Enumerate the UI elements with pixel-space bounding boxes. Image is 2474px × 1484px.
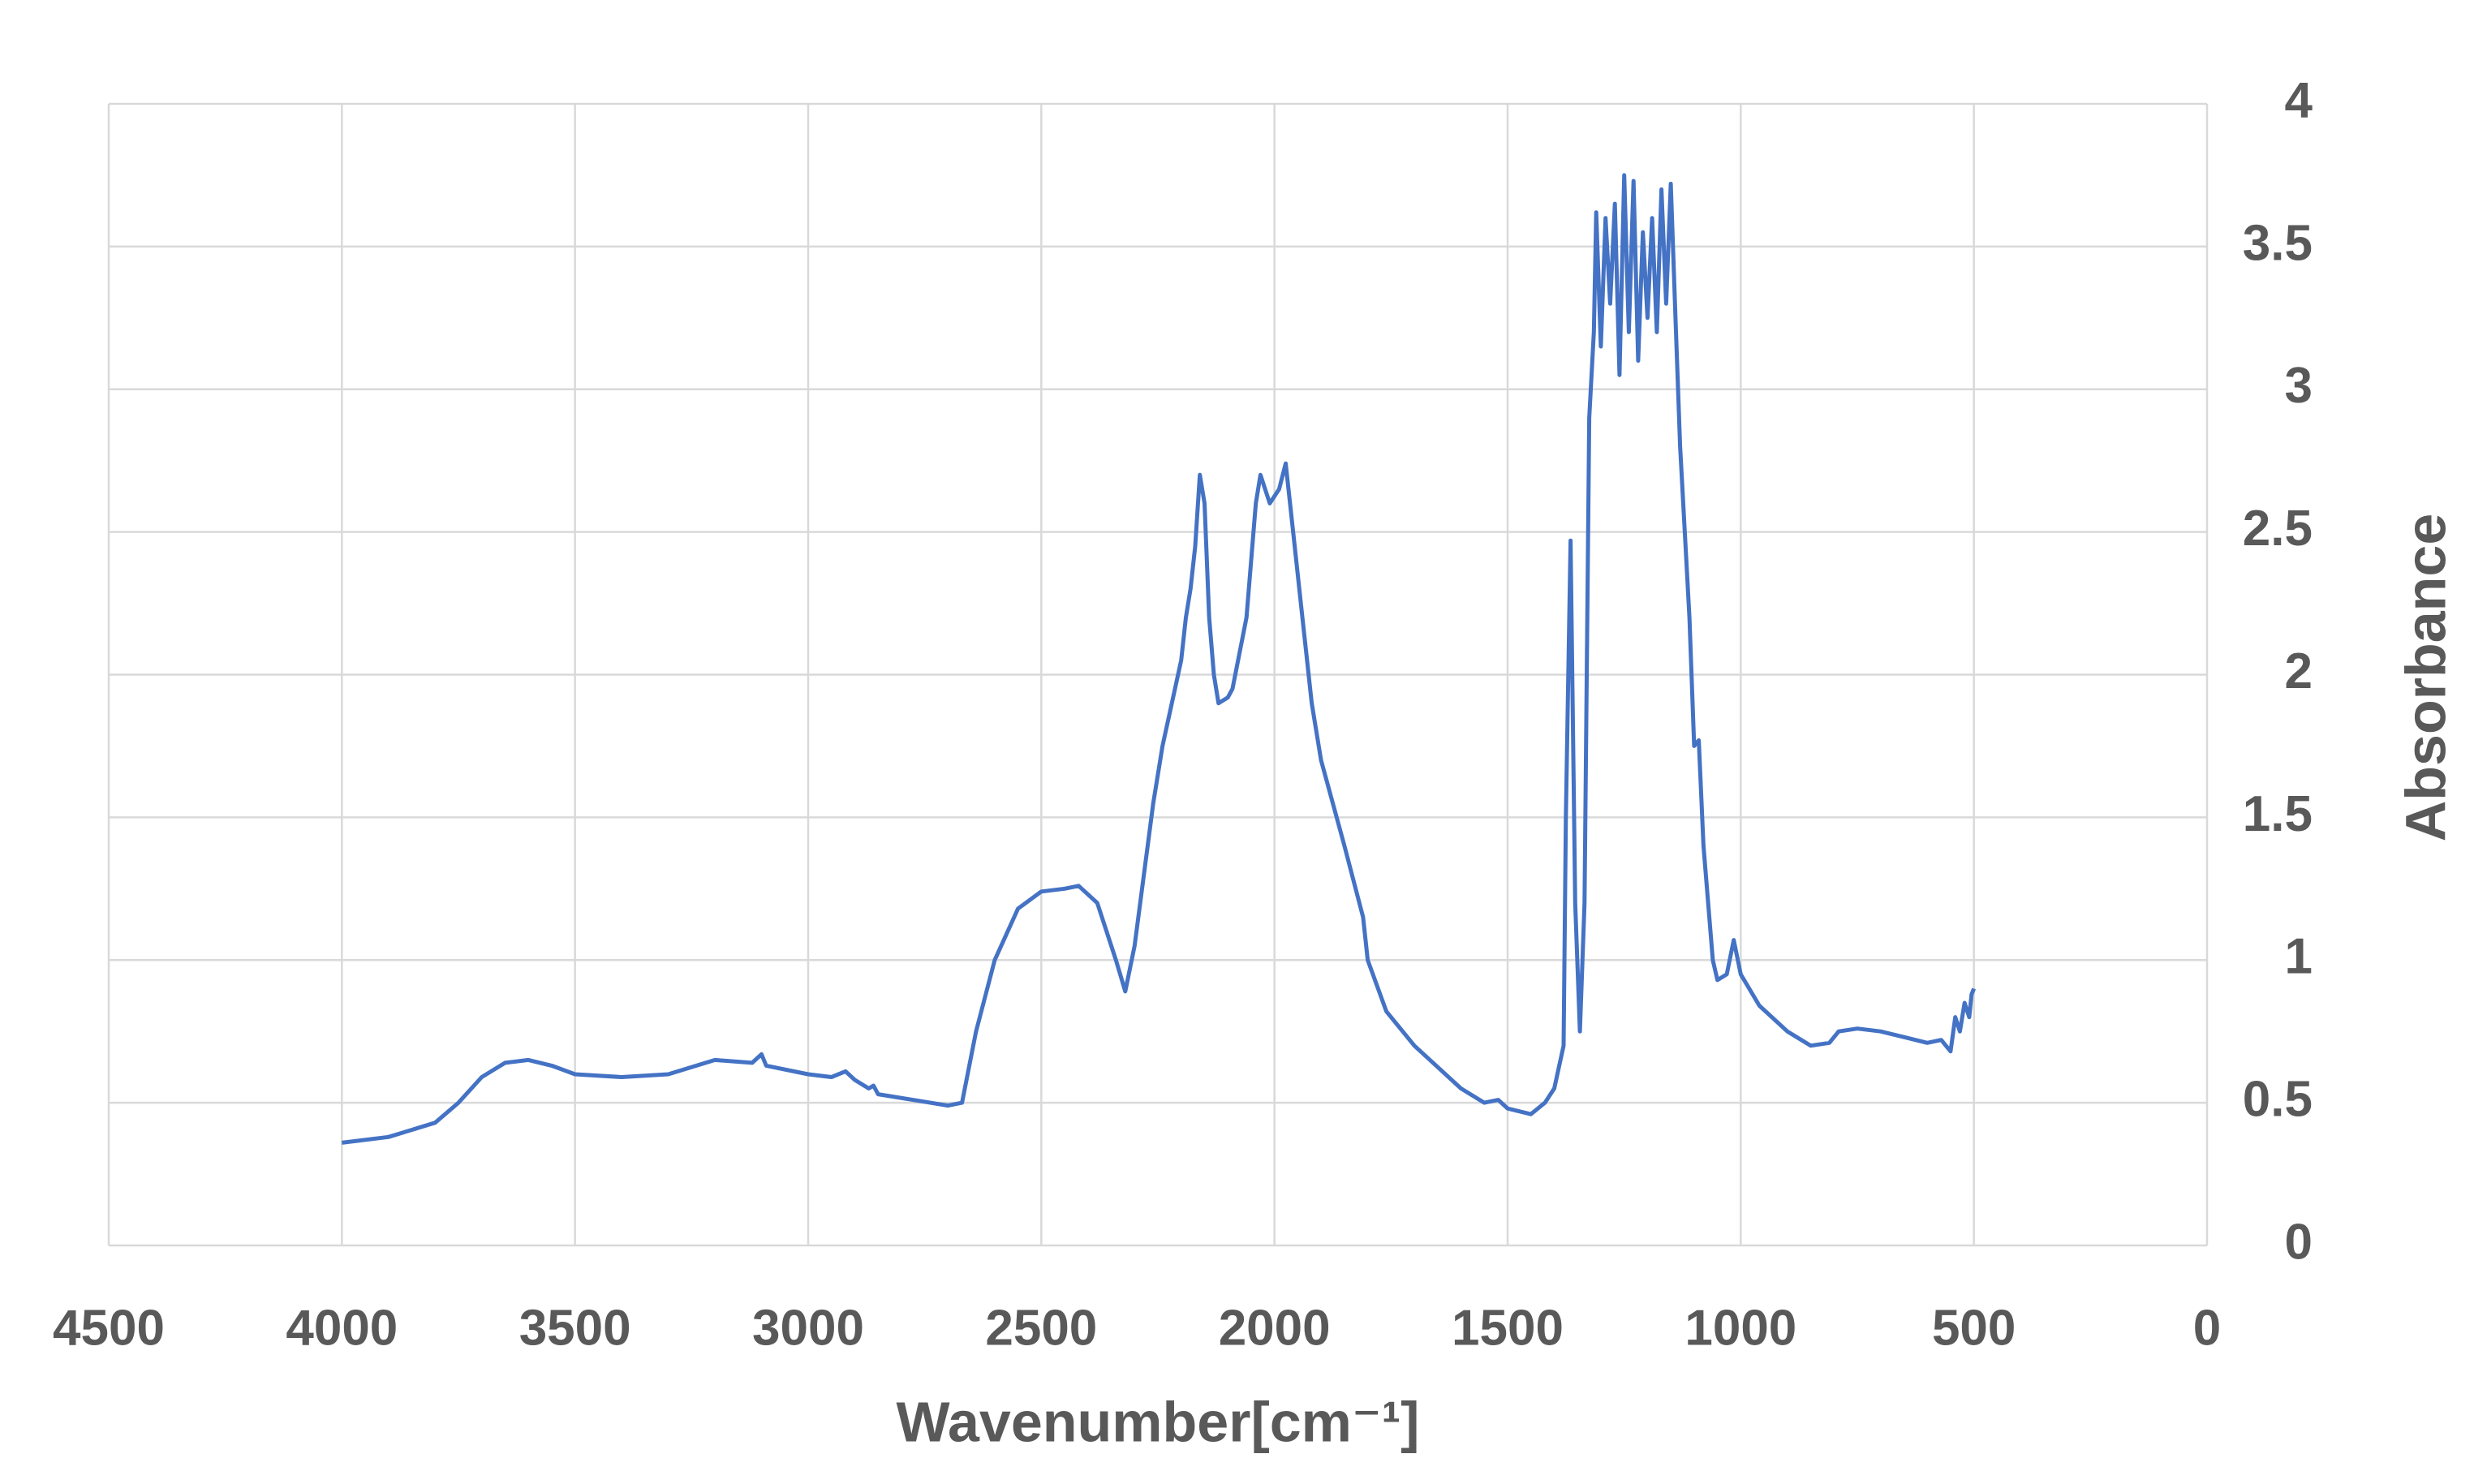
x-tick-label: 1000 — [1684, 1300, 1796, 1356]
y-tick-label: 2 — [2285, 643, 2313, 699]
y-tick-label: 4 — [2285, 72, 2313, 128]
y-tick-label: 1.5 — [2243, 786, 2313, 842]
x-tick-label: 2500 — [985, 1300, 1097, 1356]
x-axis-label: Wavenumber[cm⁻¹] — [896, 1390, 1419, 1453]
x-tick-label: 3000 — [752, 1300, 864, 1356]
x-tick-label: 1500 — [1452, 1300, 1564, 1356]
y-tick-label: 3 — [2285, 358, 2313, 414]
x-tick-label: 2000 — [1219, 1300, 1331, 1356]
y-tick-label: 2.5 — [2243, 501, 2313, 557]
x-tick-label: 4500 — [53, 1300, 165, 1356]
y-axis-label: Absorbance — [2394, 514, 2457, 842]
spectrum-line — [341, 173, 1977, 1145]
x-tick-label: 0 — [2193, 1300, 2221, 1356]
y-tick-label: 0.5 — [2243, 1072, 2313, 1128]
x-tick-label: 500 — [1932, 1300, 2016, 1356]
x-tick-label: 4000 — [286, 1300, 398, 1356]
y-tick-label: 0 — [2285, 1214, 2313, 1270]
x-tick-label: 3500 — [519, 1300, 631, 1356]
y-tick-label: 1 — [2285, 929, 2313, 985]
y-tick-label: 3.5 — [2243, 215, 2313, 271]
